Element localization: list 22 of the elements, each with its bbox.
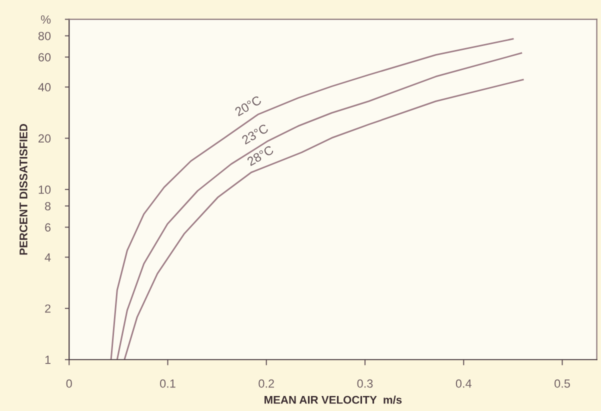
y-tick-label: 8 <box>45 202 51 210</box>
x-axis-title: MEAN AIR VELOCITY m/s <box>264 396 402 404</box>
y-tick-label: 4 <box>44 253 51 262</box>
y-tick-label: 60 <box>38 53 51 62</box>
y-tick-label: 1 <box>45 356 50 364</box>
y-tick-label: 40 <box>38 83 51 92</box>
y-tick-label: 2 <box>45 304 50 313</box>
x-tick-label: 0.5 <box>554 379 570 388</box>
y-tick-label: 10 <box>38 186 51 194</box>
text: 20°C <box>234 95 262 116</box>
text: 23°C <box>241 124 269 145</box>
x-tick-label: 0 <box>66 379 72 388</box>
x-tick-label: 0.3 <box>357 379 373 388</box>
y-tick-label: 6 <box>45 223 51 232</box>
y-tick-label: 80 <box>38 32 51 40</box>
x-tick-label: 0.1 <box>160 379 176 388</box>
x-tick-label: 0.4 <box>456 379 472 388</box>
y-tick-label: % <box>40 15 51 24</box>
y-axis-title: PERCENT DISSATISFIED <box>20 124 28 255</box>
x-tick-label: 0.2 <box>258 379 274 388</box>
y-tick-label: 20 <box>38 134 51 143</box>
text: 28°C <box>246 145 274 166</box>
